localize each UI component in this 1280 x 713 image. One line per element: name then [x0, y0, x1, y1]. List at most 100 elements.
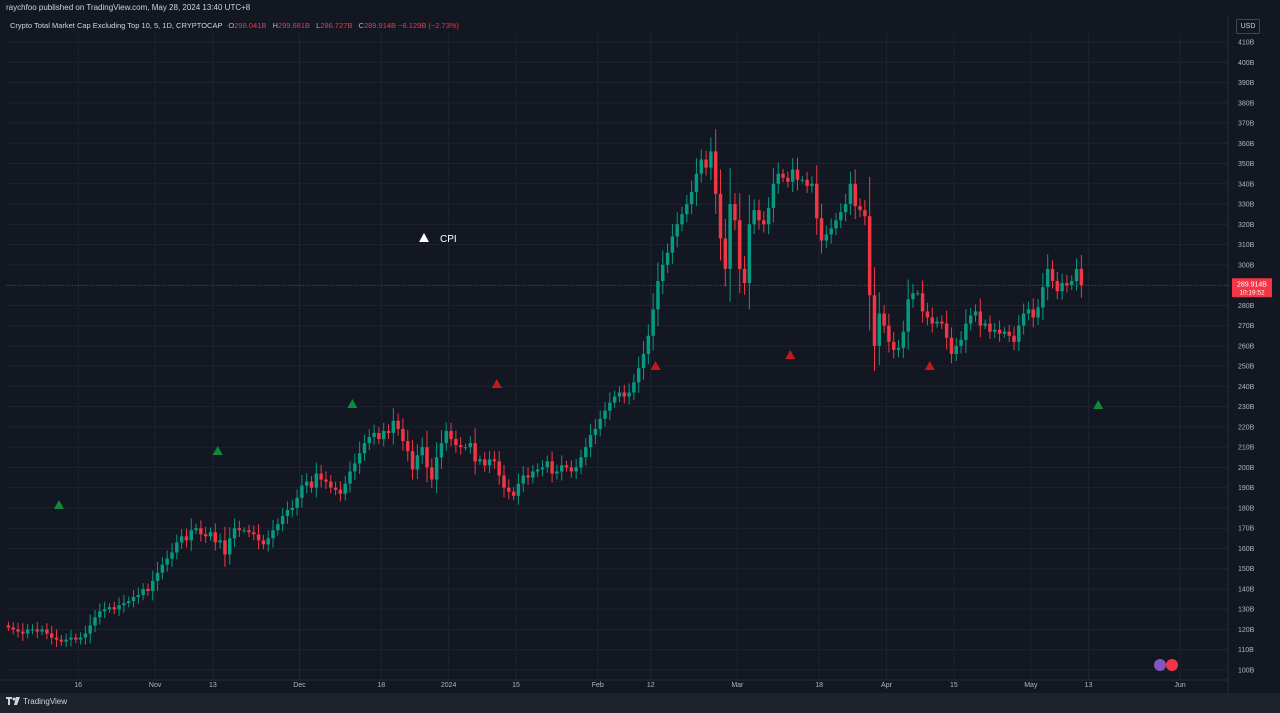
- candle-body: [911, 293, 915, 300]
- candle-body: [45, 629, 49, 634]
- candle-body: [901, 331, 906, 348]
- candle-body: [117, 605, 121, 610]
- x-tick-label: 13: [1085, 682, 1093, 689]
- x-tick-label: Apr: [881, 682, 893, 689]
- candle-body: [271, 530, 275, 539]
- candle-body: [843, 204, 848, 213]
- candle-body: [1031, 309, 1035, 318]
- ohlc-high-label: H: [272, 21, 278, 30]
- candle-body: [468, 443, 473, 448]
- candle-body: [425, 447, 429, 468]
- candle-body: [699, 159, 703, 174]
- candle-body: [228, 538, 232, 555]
- candle-body: [925, 311, 930, 318]
- price-chart[interactable]: 100B 110B 120B 130B 140B 150B 160B 170B 180B 190B…: [0, 0, 1280, 693]
- tradingview-logo-icon: [6, 697, 20, 705]
- candle-body: [309, 481, 314, 488]
- candle-body: [790, 169, 795, 182]
- candle-body: [940, 321, 944, 324]
- candle-body: [232, 528, 237, 539]
- candle-body: [276, 524, 280, 531]
- y-tick-label: 100B: [1238, 668, 1255, 675]
- candle-body: [237, 528, 242, 531]
- y-tick-label: 120B: [1238, 627, 1255, 634]
- candle-body: [829, 228, 833, 235]
- brand-name: TradingView: [23, 697, 68, 706]
- lightning-icon[interactable]: [1154, 659, 1166, 671]
- candle-body: [997, 329, 1002, 334]
- x-tick-label: Nov: [149, 682, 162, 689]
- candle-body: [381, 430, 386, 440]
- x-tick-label: 18: [815, 682, 823, 689]
- candle-body: [1026, 309, 1031, 314]
- y-tick-label: 400B: [1238, 60, 1255, 67]
- candle-body: [1017, 325, 1021, 342]
- candle-body: [367, 437, 371, 444]
- candle-body: [882, 313, 886, 326]
- currency-button[interactable]: USD: [1236, 19, 1260, 34]
- candle-body: [535, 469, 540, 472]
- candle-body: [30, 629, 35, 631]
- us-flag-icon[interactable]: [1166, 659, 1178, 671]
- candle-body: [853, 183, 857, 207]
- candle-body: [555, 471, 559, 474]
- candle-body: [348, 471, 352, 484]
- candle-body: [540, 467, 545, 470]
- candle-body: [6, 625, 11, 628]
- candle-body: [492, 459, 497, 462]
- candle-body: [588, 435, 593, 448]
- y-tick-label: 220B: [1238, 424, 1255, 431]
- candle-body: [502, 475, 506, 488]
- ohlc-low-value: 286.727B: [320, 21, 353, 30]
- candle-body: [266, 538, 270, 545]
- cpi-marker-green: [347, 399, 358, 408]
- candle-body: [1050, 268, 1055, 282]
- candle-body: [656, 281, 660, 310]
- candle-body: [1079, 268, 1084, 286]
- candle-body: [1070, 281, 1074, 286]
- candle-body: [612, 396, 617, 403]
- y-tick-label: 180B: [1238, 505, 1255, 512]
- y-tick-label: 340B: [1238, 181, 1255, 188]
- last-price-label: 289.914B: [1237, 281, 1267, 288]
- candle-body: [685, 204, 689, 215]
- candle-body: [1041, 287, 1045, 308]
- candle-body: [439, 443, 444, 458]
- y-tick-label: 210B: [1238, 445, 1255, 452]
- candle-body: [54, 637, 59, 640]
- candle-body: [723, 238, 728, 269]
- candle-body: [988, 323, 992, 332]
- candle-body: [617, 392, 622, 397]
- candle-body: [824, 234, 829, 241]
- candle-body: [559, 465, 564, 472]
- candle-body: [713, 151, 718, 194]
- candle-body: [877, 313, 882, 346]
- candle-body: [810, 183, 814, 186]
- candle-body: [805, 179, 809, 186]
- candle-body: [641, 353, 646, 369]
- candle-body: [1002, 331, 1007, 334]
- candle-body: [786, 177, 790, 182]
- candle-body: [858, 206, 862, 211]
- candle-body: [324, 479, 328, 482]
- candle-body: [896, 347, 901, 350]
- candle-body: [203, 534, 208, 537]
- x-tick-label: 18: [377, 682, 385, 689]
- y-tick-label: 310B: [1238, 242, 1255, 249]
- tradingview-logo[interactable]: TradingView: [6, 697, 67, 706]
- candle-body: [102, 609, 107, 612]
- candle-body: [944, 323, 949, 338]
- candle-body: [78, 637, 83, 640]
- y-tick-label: 350B: [1238, 161, 1255, 168]
- candle-body: [771, 183, 776, 209]
- candle-body: [35, 629, 40, 632]
- candle-body: [155, 572, 160, 581]
- candle-body: [353, 463, 357, 472]
- candle-body: [954, 345, 958, 354]
- candle-body: [863, 210, 867, 217]
- candle-body: [406, 441, 410, 452]
- candle-body: [122, 603, 126, 606]
- candle-body: [189, 530, 193, 541]
- candle-body: [146, 588, 150, 591]
- cpi-marker-green: [212, 446, 223, 455]
